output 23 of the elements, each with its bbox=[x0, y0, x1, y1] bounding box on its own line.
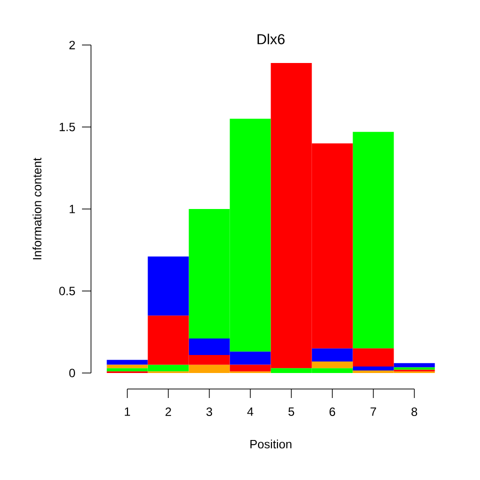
x-tick-label: 4 bbox=[247, 408, 254, 416]
bar bbox=[352, 348, 394, 366]
x-tick-label: 1 bbox=[124, 408, 130, 416]
y-tick-label: 2 bbox=[69, 40, 75, 50]
x-axis-title: Position bbox=[250, 440, 292, 448]
x-tick-label: 6 bbox=[330, 408, 336, 416]
bar bbox=[106, 360, 148, 365]
x-tick-label: 5 bbox=[288, 408, 294, 416]
y-tick-label: 0.5 bbox=[59, 286, 75, 296]
y-tick-label: 0 bbox=[69, 368, 76, 378]
x-tick-label: 2 bbox=[166, 408, 172, 416]
y-axis-title: Information content bbox=[32, 158, 42, 260]
x-tick-label: 3 bbox=[206, 408, 212, 416]
chart-title: Dlx6 bbox=[258, 34, 285, 44]
bar bbox=[312, 348, 353, 362]
bar bbox=[312, 362, 353, 368]
y-tick-label: 1.5 bbox=[60, 122, 75, 132]
bar bbox=[148, 256, 189, 316]
y-tick-label: 1 bbox=[70, 204, 75, 214]
bar bbox=[352, 132, 394, 348]
bar bbox=[106, 364, 148, 368]
x-tick-label: 8 bbox=[412, 408, 418, 416]
x-tick-label: 7 bbox=[370, 408, 376, 416]
